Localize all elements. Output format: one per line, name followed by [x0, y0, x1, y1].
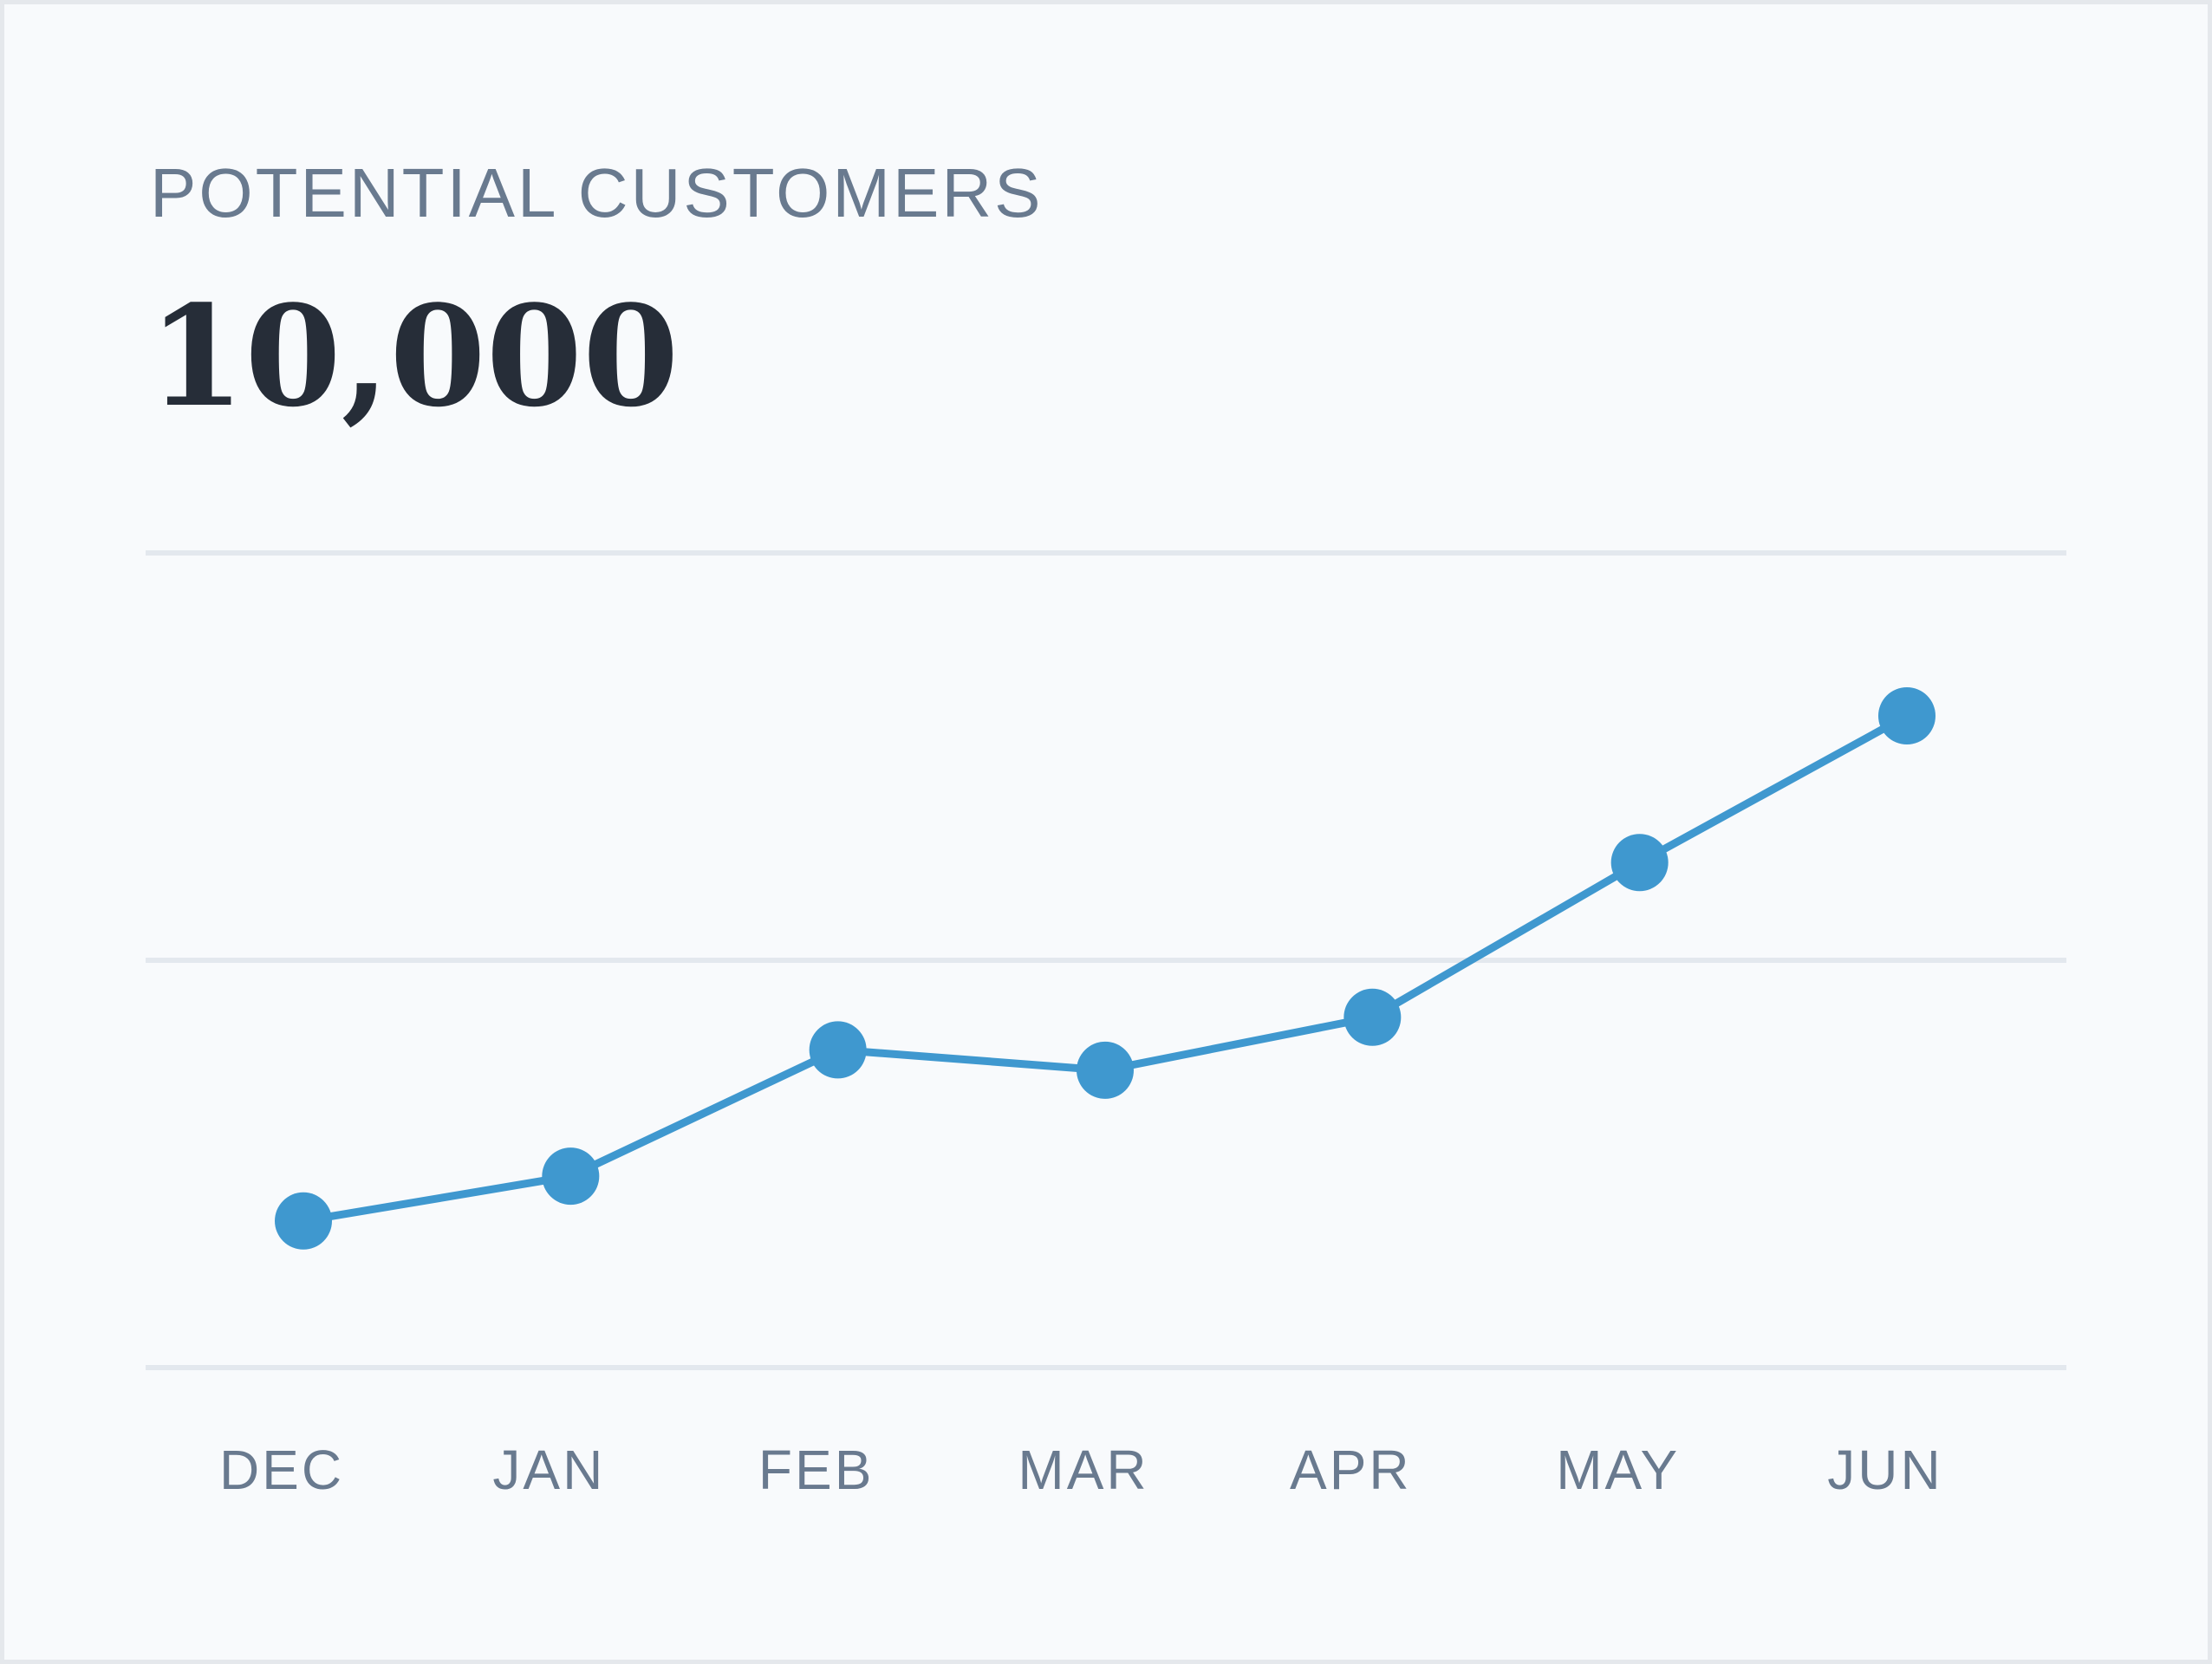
- data-point-mar: [1077, 1041, 1134, 1099]
- series-line-group: [299, 712, 1911, 1225]
- series-line: [299, 712, 1911, 1225]
- data-point-feb: [809, 1021, 867, 1079]
- x-tick-label-apr: APR: [1290, 1439, 1412, 1501]
- metric-label: POTENTIAL CUSTOMERS: [150, 154, 1044, 231]
- x-tick-label-may: MAY: [1556, 1439, 1680, 1501]
- data-point-apr: [1343, 988, 1402, 1046]
- x-tick-label-dec: DEC: [219, 1439, 344, 1501]
- x-tick-label-mar: MAR: [1018, 1439, 1148, 1501]
- x-tick-label-jun: JUN: [1827, 1439, 1942, 1501]
- metric-value: 10,000: [148, 275, 680, 438]
- x-axis-labels: DEC JAN FEB MAR APR MAY JUN: [219, 1439, 1942, 1501]
- data-point-jan: [542, 1147, 600, 1206]
- data-point-dec: [275, 1192, 332, 1250]
- x-tick-label-feb: FEB: [758, 1439, 874, 1501]
- gridlines: [146, 550, 2066, 1370]
- data-point-jun: [1878, 687, 1936, 744]
- data-points: [275, 687, 1936, 1250]
- data-point-may: [1610, 834, 1669, 892]
- x-tick-label-jan: JAN: [492, 1439, 605, 1501]
